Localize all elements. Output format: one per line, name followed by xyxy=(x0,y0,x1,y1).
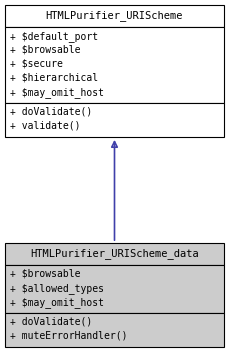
Text: + $may_omit_host: + $may_omit_host xyxy=(10,297,104,308)
Text: + $browsable: + $browsable xyxy=(10,45,81,55)
Text: + $secure: + $secure xyxy=(10,59,63,69)
Text: HTMLPurifier_URIScheme: HTMLPurifier_URIScheme xyxy=(46,11,183,21)
Text: + $browsable: + $browsable xyxy=(10,269,81,279)
Bar xyxy=(5,5,224,27)
Bar xyxy=(5,103,224,137)
Text: + doValidate(): + doValidate() xyxy=(10,317,92,327)
Text: + $hierarchical: + $hierarchical xyxy=(10,73,98,83)
Text: + $may_omit_host: + $may_omit_host xyxy=(10,87,104,98)
Text: HTMLPurifier_URIScheme_data: HTMLPurifier_URIScheme_data xyxy=(30,249,199,259)
Bar xyxy=(5,27,224,103)
Bar xyxy=(5,313,224,347)
Text: + muteErrorHandler(): + muteErrorHandler() xyxy=(10,331,128,341)
Text: + $allowed_types: + $allowed_types xyxy=(10,283,104,294)
Bar xyxy=(5,265,224,313)
Text: + doValidate(): + doValidate() xyxy=(10,107,92,117)
Bar xyxy=(5,243,224,265)
Text: + validate(): + validate() xyxy=(10,121,81,131)
Text: + $default_port: + $default_port xyxy=(10,31,98,42)
